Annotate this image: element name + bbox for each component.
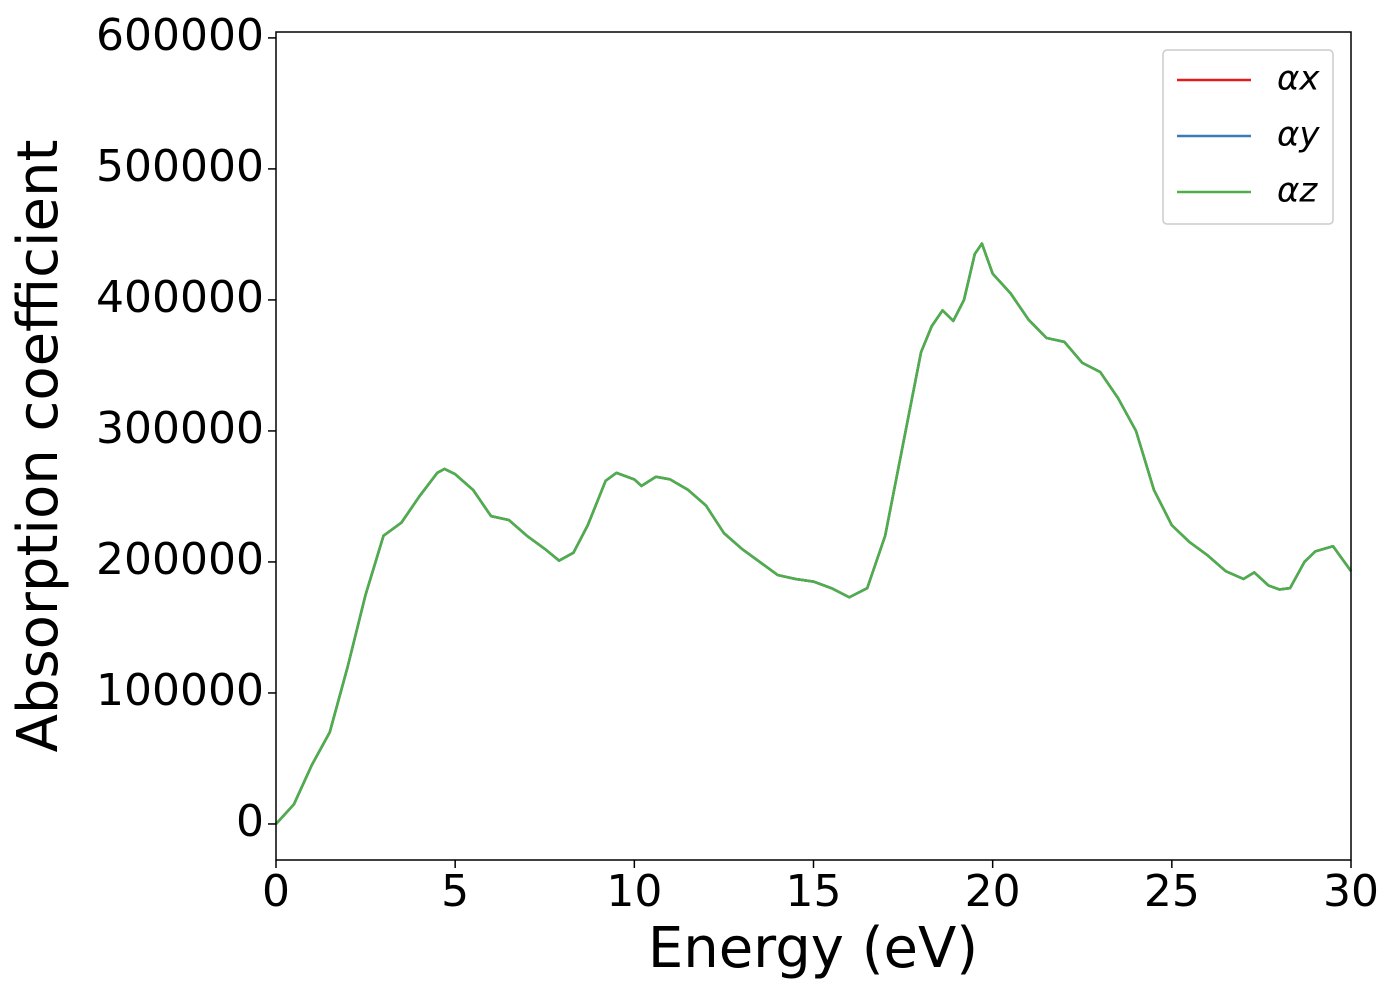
x-axis-label: Energy (eV) bbox=[648, 916, 978, 981]
legend-label: αy bbox=[1277, 115, 1320, 155]
data-line bbox=[275, 242, 1353, 825]
x-tick-label: 0 bbox=[262, 866, 290, 917]
y-tick-label: 300000 bbox=[96, 403, 264, 454]
y-tick-label: 0 bbox=[236, 796, 264, 847]
legend: αx αy αz bbox=[1162, 49, 1334, 225]
x-tick-label: 25 bbox=[1144, 866, 1200, 917]
legend-label: αx bbox=[1277, 59, 1320, 99]
x-tick-label: 30 bbox=[1323, 866, 1379, 917]
y-axis-label: Absorption coefficient bbox=[6, 140, 71, 753]
x-tick-label: 5 bbox=[441, 866, 469, 917]
x-tick-label: 10 bbox=[606, 866, 662, 917]
y-tick-label: 200000 bbox=[96, 534, 264, 585]
y-tick-label: 400000 bbox=[96, 272, 264, 323]
data-line bbox=[275, 242, 1353, 825]
y-tick-label: 100000 bbox=[96, 665, 264, 716]
data-line bbox=[275, 242, 1353, 825]
x-tick-label: 15 bbox=[786, 866, 842, 917]
y-tick-label: 500000 bbox=[96, 141, 264, 192]
legend-label: αz bbox=[1277, 171, 1318, 211]
x-tick-label: 20 bbox=[965, 866, 1021, 917]
y-tick-label: 600000 bbox=[96, 10, 264, 61]
plot-frame bbox=[275, 31, 1352, 861]
